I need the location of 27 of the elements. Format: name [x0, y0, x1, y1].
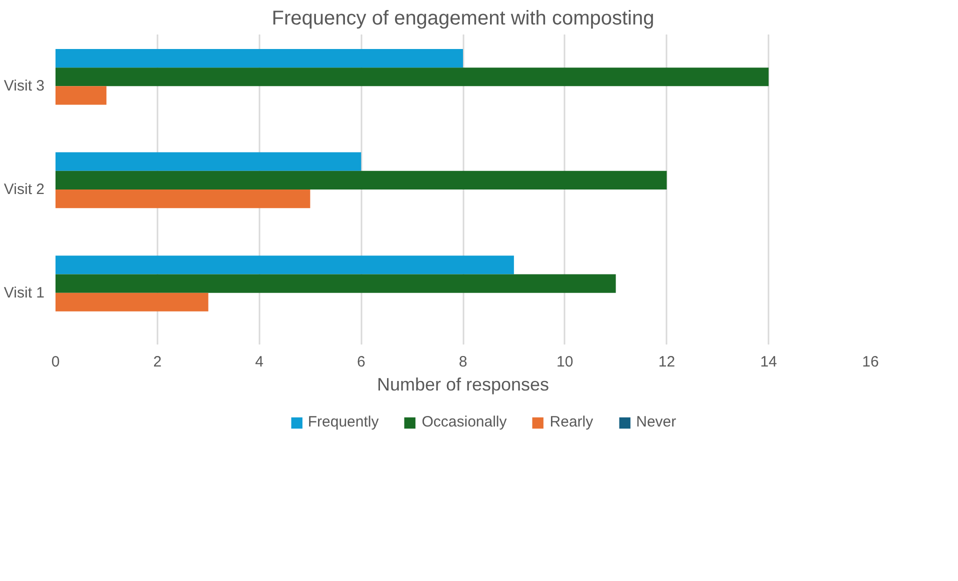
y-tick-label: Visit 3: [4, 78, 44, 95]
bar: [56, 274, 616, 293]
legend-label: Rearly: [550, 414, 594, 430]
bar: [56, 256, 514, 274]
legend-label: Frequently: [308, 414, 379, 430]
x-tick-label: 16: [862, 354, 879, 370]
y-tick-label: Visit 2: [4, 181, 44, 198]
bar: [56, 68, 769, 86]
bar: [56, 190, 310, 208]
y-tick-label: Visit 1: [4, 284, 44, 302]
bar: [56, 292, 208, 312]
x-tick-label: 8: [458, 354, 468, 370]
x-tick-label: 0: [51, 354, 60, 370]
x-tick-label: 4: [255, 354, 264, 370]
legend-label: Occasionally: [422, 414, 507, 430]
x-tick-label: 2: [153, 354, 162, 370]
x-tick-label: 12: [658, 354, 676, 370]
x-axis-title: Number of responses: [376, 374, 550, 394]
bar: [56, 170, 667, 190]
x-tick-label: 6: [356, 354, 366, 370]
chart-title: Frequency of engagement with composting: [272, 8, 654, 30]
bar: [56, 152, 362, 171]
x-tick-label: 10: [556, 354, 574, 370]
legend-label: Never: [636, 414, 676, 430]
bar: [56, 86, 106, 105]
x-tick-label: 14: [760, 354, 777, 370]
bar: [56, 48, 463, 68]
